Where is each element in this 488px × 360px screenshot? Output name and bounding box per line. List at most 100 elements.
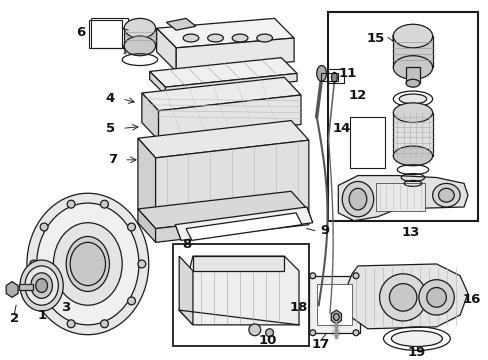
Circle shape xyxy=(309,330,315,336)
Circle shape xyxy=(101,200,108,208)
Ellipse shape xyxy=(418,280,453,315)
Ellipse shape xyxy=(70,242,105,285)
Circle shape xyxy=(248,324,260,336)
Bar xyxy=(405,67,419,83)
Text: 18: 18 xyxy=(289,301,307,314)
Circle shape xyxy=(309,273,315,279)
Ellipse shape xyxy=(316,66,326,81)
Text: 4: 4 xyxy=(105,93,115,105)
Text: 14: 14 xyxy=(332,122,351,135)
Text: 2: 2 xyxy=(10,312,19,325)
Ellipse shape xyxy=(207,34,223,42)
Circle shape xyxy=(67,320,75,328)
Circle shape xyxy=(127,297,135,305)
Polygon shape xyxy=(175,207,312,240)
Ellipse shape xyxy=(183,34,199,42)
Ellipse shape xyxy=(232,34,247,42)
Bar xyxy=(173,244,308,346)
Bar xyxy=(124,28,155,46)
Ellipse shape xyxy=(392,103,432,122)
Ellipse shape xyxy=(405,79,419,87)
Ellipse shape xyxy=(331,72,337,82)
Polygon shape xyxy=(149,58,296,87)
Bar xyxy=(328,69,344,83)
Text: 17: 17 xyxy=(311,338,329,351)
Text: 16: 16 xyxy=(462,293,480,306)
Circle shape xyxy=(67,200,75,208)
Polygon shape xyxy=(138,191,308,229)
Polygon shape xyxy=(330,310,341,324)
Polygon shape xyxy=(6,282,18,297)
Ellipse shape xyxy=(379,274,426,321)
Polygon shape xyxy=(142,93,158,140)
Text: 7: 7 xyxy=(107,153,117,166)
Bar xyxy=(392,113,432,156)
Text: 12: 12 xyxy=(348,89,366,102)
Text: 9: 9 xyxy=(319,224,328,237)
Circle shape xyxy=(30,260,38,268)
Ellipse shape xyxy=(426,288,446,307)
Ellipse shape xyxy=(392,56,432,79)
Ellipse shape xyxy=(256,34,272,42)
Bar xyxy=(320,73,338,81)
Circle shape xyxy=(352,330,358,336)
Circle shape xyxy=(127,223,135,231)
Polygon shape xyxy=(193,256,284,271)
Bar xyxy=(91,18,128,48)
Ellipse shape xyxy=(333,314,339,320)
Text: 10: 10 xyxy=(258,334,276,347)
Ellipse shape xyxy=(348,188,366,210)
Ellipse shape xyxy=(124,18,155,38)
Polygon shape xyxy=(149,71,165,95)
Bar xyxy=(308,276,359,333)
Text: 8: 8 xyxy=(182,238,191,251)
Ellipse shape xyxy=(37,203,139,325)
Circle shape xyxy=(40,223,48,231)
Ellipse shape xyxy=(31,273,52,298)
Ellipse shape xyxy=(25,266,58,305)
Polygon shape xyxy=(179,256,298,325)
Circle shape xyxy=(265,329,273,337)
Polygon shape xyxy=(185,213,302,240)
Circle shape xyxy=(352,273,358,279)
Bar xyxy=(349,117,385,168)
Circle shape xyxy=(101,320,108,328)
Bar xyxy=(316,284,351,325)
Text: 11: 11 xyxy=(338,67,357,80)
Text: 1: 1 xyxy=(37,309,46,321)
Text: 3: 3 xyxy=(61,301,70,314)
Ellipse shape xyxy=(390,331,442,346)
Polygon shape xyxy=(338,176,467,221)
Polygon shape xyxy=(142,77,301,111)
Polygon shape xyxy=(156,18,293,48)
Ellipse shape xyxy=(432,183,459,207)
Text: 19: 19 xyxy=(407,346,425,359)
Ellipse shape xyxy=(53,223,122,305)
Polygon shape xyxy=(165,73,296,95)
Ellipse shape xyxy=(392,24,432,48)
Polygon shape xyxy=(138,138,155,229)
Bar xyxy=(19,284,33,289)
Ellipse shape xyxy=(66,237,109,292)
Polygon shape xyxy=(344,264,467,329)
Bar xyxy=(375,183,424,211)
Text: 5: 5 xyxy=(105,122,115,135)
Polygon shape xyxy=(138,121,308,158)
Ellipse shape xyxy=(342,181,373,217)
Ellipse shape xyxy=(398,94,426,104)
Polygon shape xyxy=(158,95,301,140)
Ellipse shape xyxy=(438,188,453,202)
Polygon shape xyxy=(166,18,196,30)
Circle shape xyxy=(40,297,48,305)
Text: 6: 6 xyxy=(76,26,85,39)
Ellipse shape xyxy=(36,279,47,292)
Ellipse shape xyxy=(392,146,432,166)
Polygon shape xyxy=(155,140,308,229)
Circle shape xyxy=(138,260,145,268)
Polygon shape xyxy=(176,38,293,71)
Polygon shape xyxy=(155,211,308,242)
Text: 13: 13 xyxy=(401,226,419,239)
Text: 15: 15 xyxy=(366,32,384,45)
Ellipse shape xyxy=(124,36,155,56)
Bar xyxy=(392,36,432,67)
